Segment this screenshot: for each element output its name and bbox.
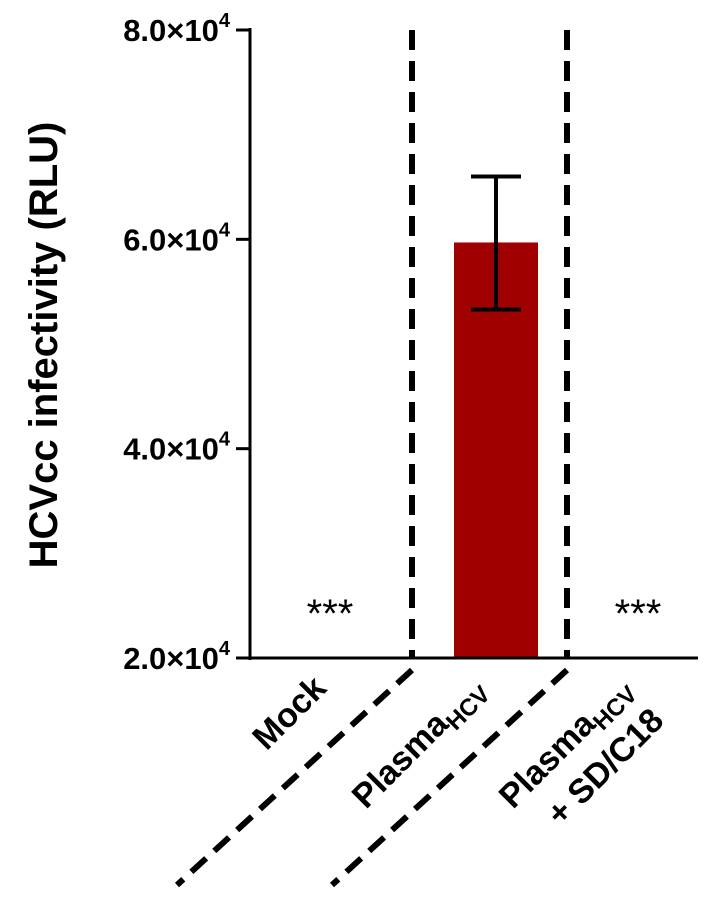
y-axis: 2.0×104 4.0×104 6.0×104 8.0×104 — [123, 10, 252, 676]
y-tick-label: 4.0×104 — [123, 429, 231, 467]
diagonal-separator — [329, 667, 570, 888]
significance-label: *** — [307, 592, 354, 636]
category-label-text: Mock — [245, 669, 333, 757]
group-separators — [174, 30, 570, 888]
category-label: PlasmaHCV+ SD/C18 — [492, 681, 671, 833]
y-axis-label: HCVcc infectivity (RLU) — [22, 122, 66, 569]
y-tick-label: 6.0×104 — [123, 219, 231, 257]
y-tick-label: 8.0×104 — [123, 10, 231, 48]
category-label: PlasmaHCV — [345, 669, 496, 820]
significance-annotations: *** *** — [307, 592, 662, 636]
bar — [454, 242, 538, 658]
category-label-text: PlasmaHCV — [345, 669, 496, 820]
error-bars — [471, 174, 521, 312]
diagonal-separator — [174, 667, 415, 888]
bars — [454, 242, 538, 658]
y-tick-label: 2.0×104 — [123, 638, 231, 676]
significance-label: *** — [615, 592, 662, 636]
category-label: Mock — [245, 669, 333, 757]
